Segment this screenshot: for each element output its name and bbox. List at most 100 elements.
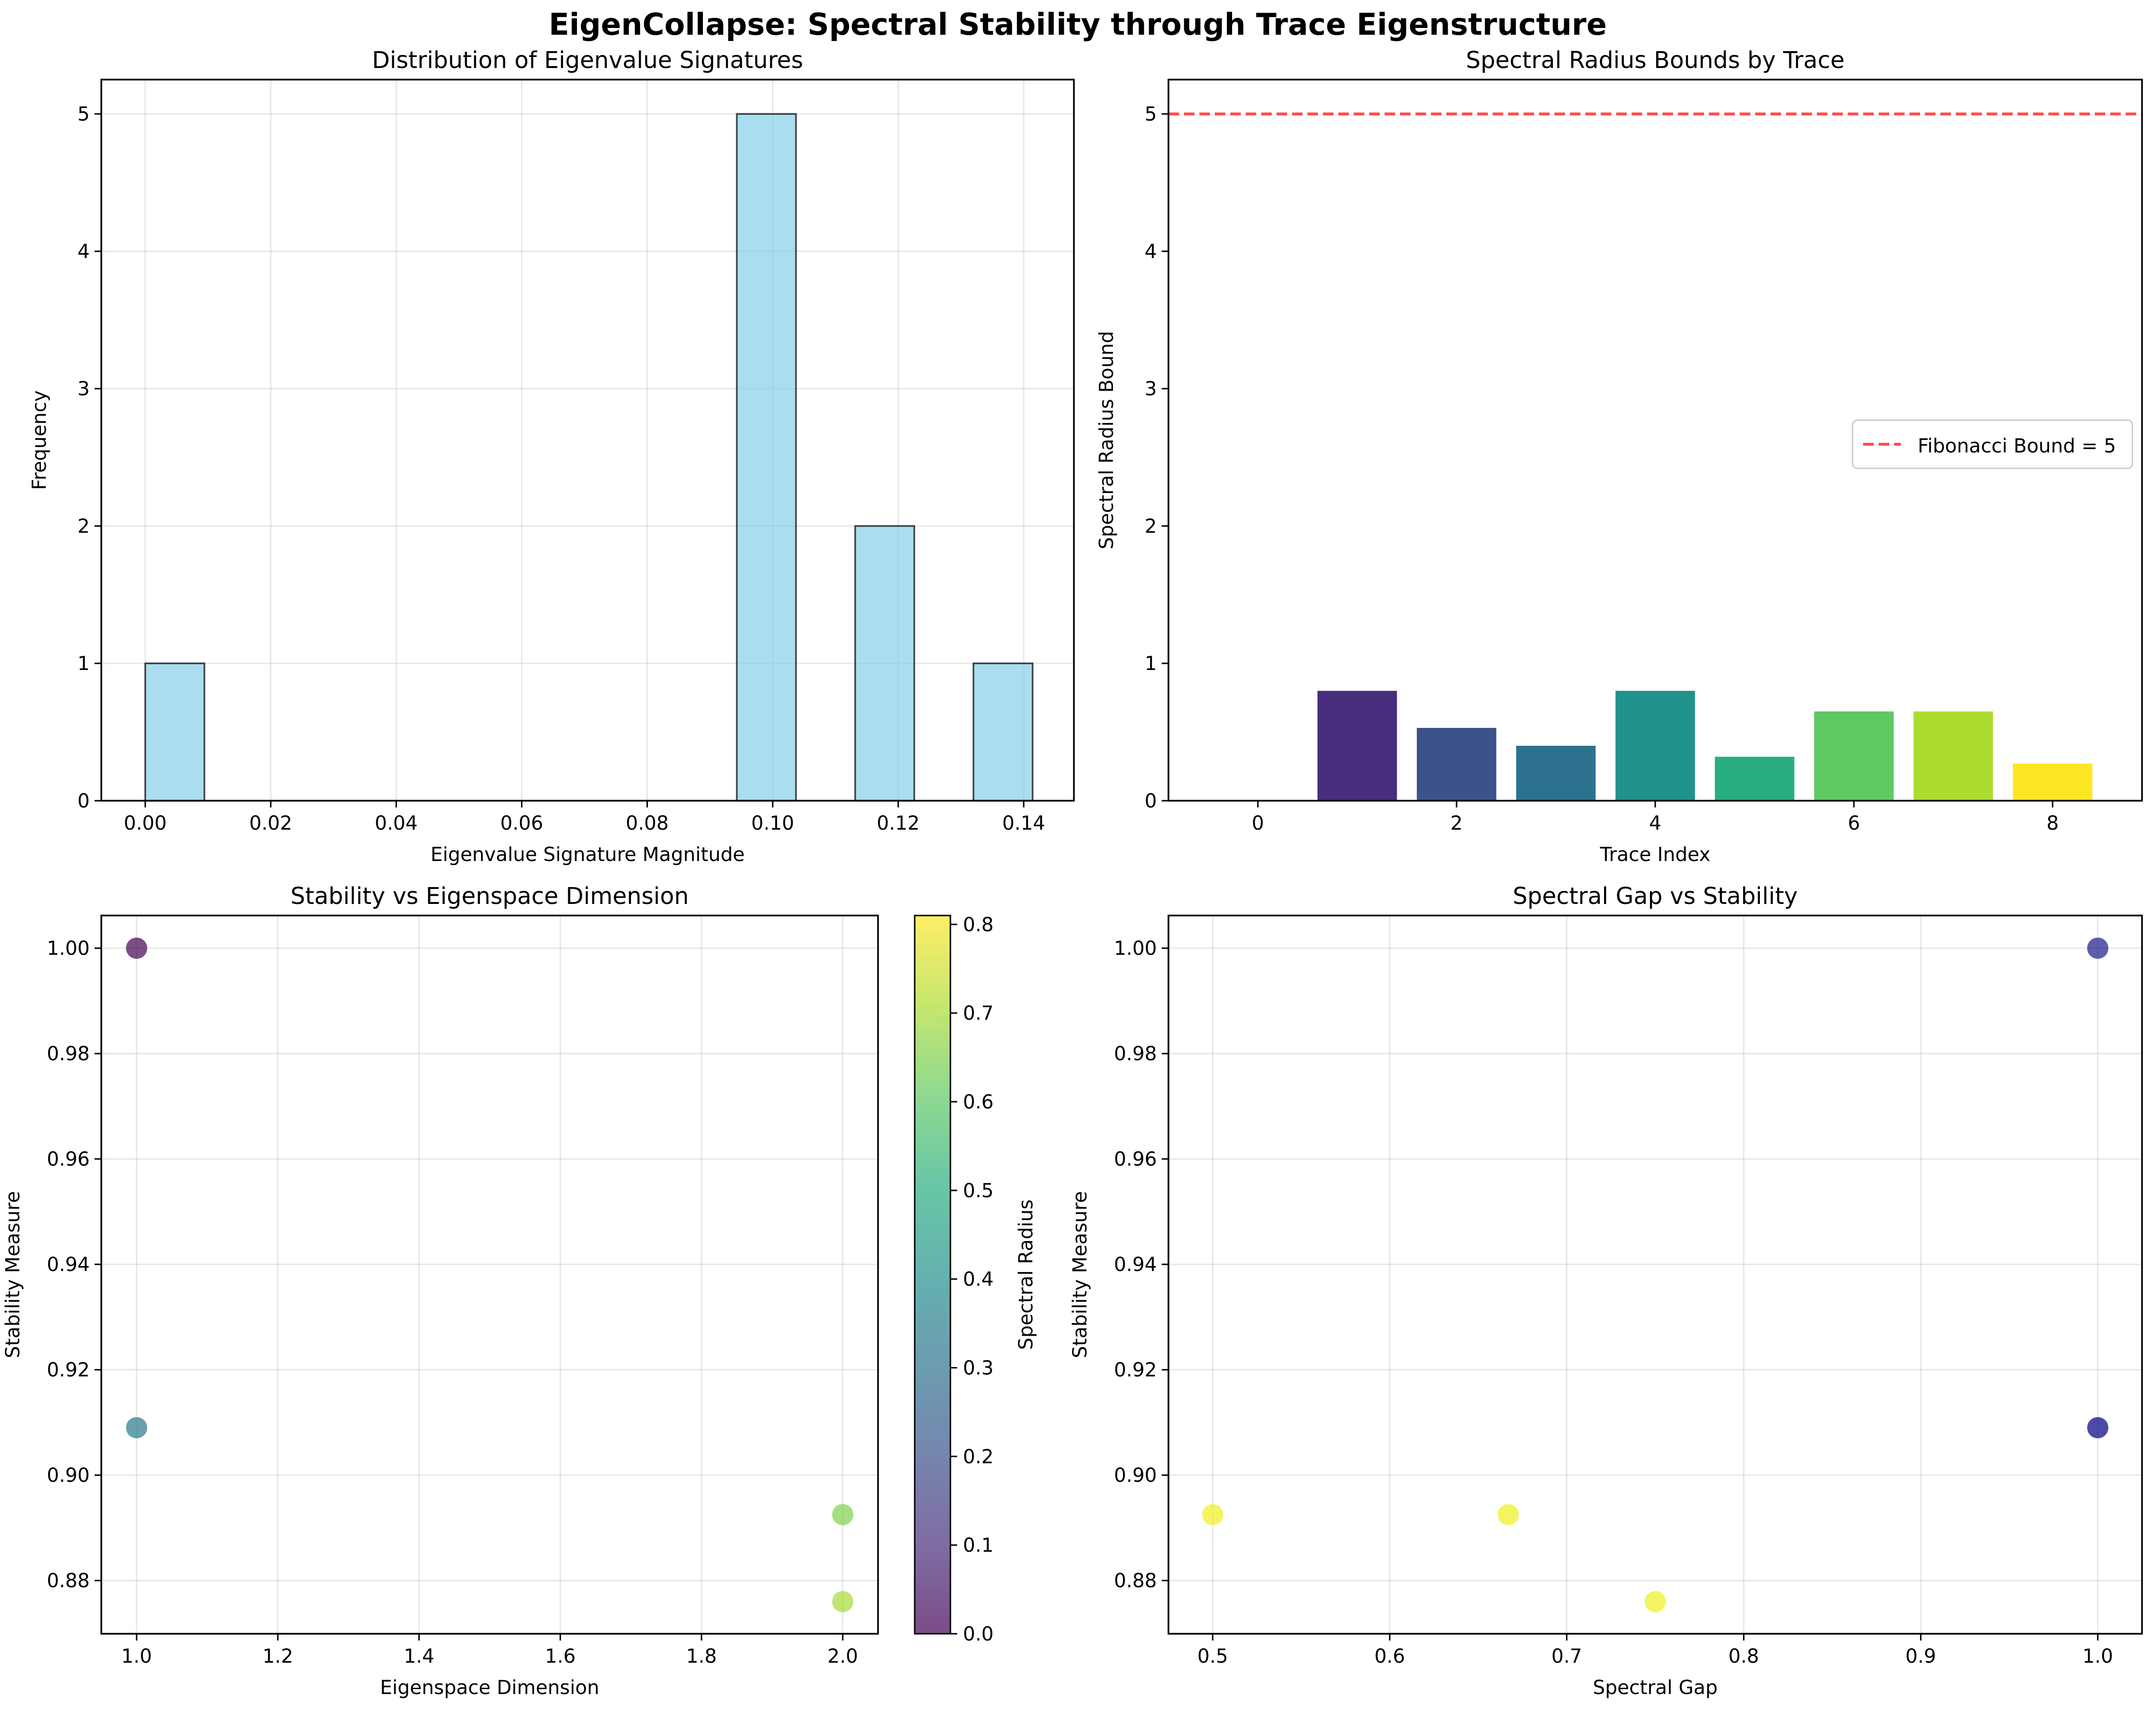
scatter-point (832, 1591, 853, 1613)
legend: Fibonacci Bound = 5 (1852, 419, 2133, 469)
scatter-point (126, 1417, 148, 1438)
y-tick-label: 3 (1145, 378, 1157, 400)
y-tick-label: 0.90 (47, 1464, 90, 1487)
x-axis-label: Eigenvalue Signature Magnitude (430, 844, 744, 866)
radius-bar (1317, 691, 1397, 801)
scatter-point (2087, 937, 2109, 959)
colorbar: 0.0 0.1 0.2 0.3 0.4 0.5 0.6 0.7 0.8 Spectral Radi… (914, 914, 1037, 1645)
x-tick-label: 1.4 (404, 1645, 435, 1668)
scatter-point (126, 937, 148, 959)
x-tick-label: 1.0 (2082, 1645, 2113, 1668)
y-axis-label: Spectral Radius Bound (1096, 331, 1118, 549)
axes-frame (100, 79, 1075, 802)
colorbar-tick-label: 0.0 (963, 1623, 994, 1645)
radius-bar (1416, 728, 1497, 801)
colorbar-tick-label: 0.2 (963, 1446, 994, 1468)
radius-bar (1615, 691, 1695, 801)
x-tick-label: 0.10 (751, 812, 794, 834)
histogram-bar (973, 662, 1034, 802)
chart-panel-2: Fibonacci Bound = 5 0 2 4 6 8 0 1 2 3 4 5 Spectral R… (1096, 47, 2143, 866)
chart-title: Stability vs Eigenspace Dimension (290, 883, 689, 910)
scatter-point (832, 1504, 853, 1526)
y-tick-label: 0.94 (1114, 1254, 1157, 1276)
y-tick-label: 0.96 (1114, 1148, 1157, 1171)
x-tick-label: 0.06 (500, 812, 543, 834)
x-tick-label: 1.8 (686, 1645, 717, 1668)
x-tick-label: 0.04 (375, 812, 418, 834)
y-tick-label: 2 (1145, 515, 1157, 537)
colorbar-label: Spectral Radius (1015, 1200, 1037, 1350)
colorbar-tick-label: 0.5 (963, 1180, 994, 1202)
x-tick-label: 0.14 (1002, 812, 1045, 834)
colorbar-tick-label: 0.4 (963, 1269, 994, 1291)
chart-panel-1: 0.00 0.02 0.04 0.06 0.08 0.10 0.12 0.14 0 1 2 3 4 5 Di… (28, 47, 1075, 866)
colorbar-tick-label: 0.8 (963, 914, 994, 936)
y-tick-label: 5 (1145, 103, 1157, 125)
x-tick-label: 0 (1252, 812, 1264, 834)
y-tick-label: 1.00 (47, 938, 90, 960)
y-tick-label: 0.90 (1114, 1464, 1157, 1487)
radius-bar (1516, 746, 1596, 801)
y-tick-label: 2 (78, 515, 90, 537)
x-tick-label: 0.00 (124, 812, 167, 834)
y-axis-label: Stability Measure (2, 1191, 24, 1358)
x-tick-label: 0.12 (877, 812, 920, 834)
y-tick-label: 4 (78, 241, 90, 263)
x-tick-label: 1.0 (121, 1645, 152, 1668)
x-tick-label: 0.7 (1552, 1645, 1582, 1668)
radius-bar (1913, 711, 1993, 801)
histogram-bar (736, 113, 797, 802)
radius-bar (1715, 756, 1795, 801)
y-tick-label: 0.98 (47, 1043, 90, 1065)
y-tick-label: 0.96 (47, 1148, 90, 1171)
legend-label: Fibonacci Bound = 5 (1918, 435, 2116, 457)
axes-frame (100, 915, 879, 1635)
y-tick-label: 0.94 (47, 1254, 90, 1276)
colorbar-tick-label: 0.6 (963, 1091, 994, 1113)
x-tick-label: 2 (1450, 812, 1462, 834)
radius-bar (2013, 764, 2093, 801)
y-tick-label: 0.98 (1114, 1043, 1157, 1065)
x-tick-label: 0.08 (626, 812, 669, 834)
y-tick-label: 0.92 (1114, 1359, 1157, 1381)
chart-title: Spectral Radius Bounds by Trace (1466, 47, 1845, 74)
figure-title: EigenCollapse: Spectral Stability throug… (549, 7, 1607, 42)
chart-title: Distribution of Eigenvalue Signatures (372, 47, 803, 74)
y-tick-label: 0.92 (47, 1359, 90, 1381)
y-tick-label: 0 (78, 790, 90, 812)
y-tick-label: 5 (78, 103, 90, 125)
legend-frame (1852, 419, 2133, 469)
chart-panel-4: 0.5 0.6 0.7 0.8 0.9 1.0 0.88 0.90 0.92 0.94 0.96 0.… (1069, 883, 2143, 1699)
histogram-bar (144, 662, 206, 802)
y-tick-label: 3 (78, 378, 90, 400)
y-tick-label: 0.88 (47, 1570, 90, 1592)
y-axis-label: Stability Measure (1069, 1191, 1091, 1358)
colorbar-tick-label: 0.3 (963, 1357, 994, 1380)
scatter-point (1497, 1504, 1519, 1526)
x-axis-label: Trace Index (1600, 844, 1711, 866)
y-tick-label: 1 (1145, 653, 1157, 675)
x-tick-label: 0.02 (249, 812, 292, 834)
y-tick-label: 0.88 (1114, 1570, 1157, 1592)
x-tick-label: 1.2 (262, 1645, 293, 1668)
y-tick-label: 1 (78, 653, 90, 675)
scatter-point (1645, 1591, 1666, 1613)
colorbar-tick-label: 0.7 (963, 1002, 994, 1025)
x-axis-label: Eigenspace Dimension (380, 1677, 599, 1699)
y-axis-label: Frequency (28, 390, 51, 490)
y-tick-label: 4 (1145, 241, 1157, 263)
x-tick-label: 2.0 (827, 1645, 858, 1668)
x-tick-label: 0.9 (1906, 1645, 1936, 1668)
x-tick-label: 0.6 (1374, 1645, 1405, 1668)
x-tick-label: 0.8 (1729, 1645, 1759, 1668)
x-axis-label: Spectral Gap (1593, 1677, 1718, 1699)
scatter-point (2087, 1417, 2109, 1438)
chart-title: Spectral Gap vs Stability (1513, 883, 1798, 910)
colorbar-tick-label: 0.1 (963, 1534, 994, 1557)
x-tick-label: 6 (1848, 812, 1860, 834)
scatter-point (1202, 1504, 1223, 1526)
radius-bar (1814, 711, 1894, 801)
chart-panel-3: 1.0 1.2 1.4 1.6 1.8 2.0 0.88 0.90 0.92 0.94 0.96 0.… (2, 883, 1037, 1699)
x-tick-label: 0.5 (1197, 1645, 1228, 1668)
